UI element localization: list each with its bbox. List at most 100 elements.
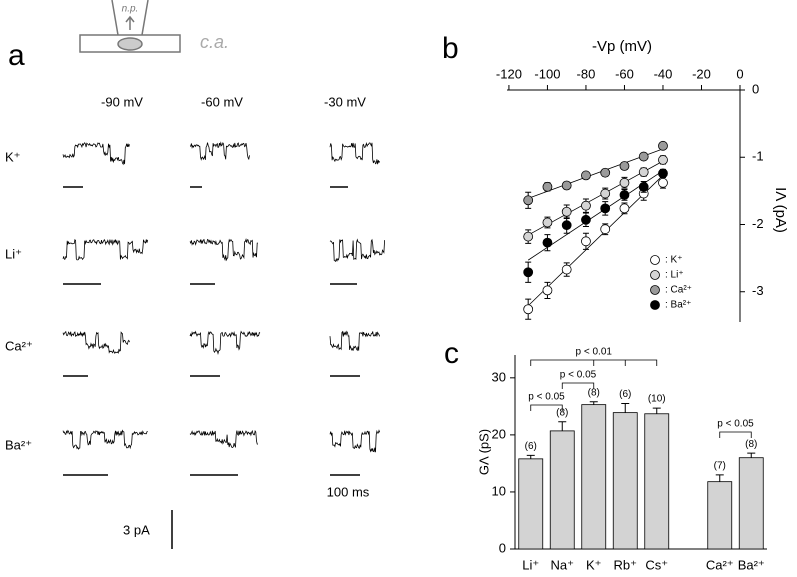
bar: [644, 413, 670, 550]
n-label: (8): [588, 387, 600, 398]
bar: [707, 481, 733, 550]
current-trace: [189, 429, 259, 448]
y-tick-label: -1: [752, 149, 764, 164]
bar: [518, 458, 544, 550]
error-bar: [558, 421, 567, 431]
current-trace: [329, 238, 385, 263]
bar: [738, 457, 764, 550]
data-point: [600, 224, 611, 235]
current-trace: [62, 238, 149, 261]
data-point: [542, 285, 553, 296]
panel-label: b: [442, 32, 459, 65]
data-point: [658, 140, 668, 151]
x-tick-label: 0: [736, 66, 743, 81]
data-point: [619, 190, 630, 200]
pipette: [111, 0, 149, 36]
ion-label: Ca²⁺: [5, 338, 33, 353]
legend-label: : Ba²⁺: [665, 300, 691, 311]
significance-bracket: [719, 431, 752, 438]
panel-label: c: [444, 337, 459, 370]
data-point: [561, 220, 572, 231]
ion-label: Ba²⁺: [5, 437, 32, 452]
significance-label: p < 0.05: [560, 370, 597, 381]
data-point: [523, 195, 534, 206]
x-tick-label: Cs⁺: [645, 557, 668, 572]
data-point: [658, 155, 668, 165]
bar: [549, 430, 575, 550]
significance-bracket: [561, 382, 595, 389]
y-tick-label: -3: [752, 283, 764, 298]
legend-marker: [650, 285, 660, 295]
error-bar: [747, 452, 756, 458]
legend-label: : Ca²⁺: [665, 285, 692, 296]
significance-label: p < 0.01: [576, 347, 613, 358]
config-label: c.a.: [200, 32, 229, 52]
n-label: (8): [745, 439, 757, 450]
current-trace: [189, 330, 261, 355]
y-tick-label: 30: [492, 369, 506, 384]
significance-label: p < 0.05: [717, 419, 754, 430]
current-trace: [189, 141, 250, 161]
data-point: [523, 231, 534, 242]
data-point: [523, 267, 534, 278]
x-tick-label: -60: [615, 66, 634, 81]
current-trace: [329, 141, 381, 165]
data-point: [638, 181, 649, 192]
current-trace: [62, 142, 130, 166]
n-label: (6): [525, 441, 537, 452]
x-tick-label: Li⁺: [522, 557, 539, 572]
data-point: [600, 167, 611, 178]
y-tick-label: -2: [752, 216, 764, 231]
data-point: [581, 200, 591, 211]
data-point: [581, 236, 591, 247]
x-tick-label: Rb⁺: [614, 557, 637, 572]
legend-marker: [650, 270, 660, 280]
data-point: [542, 237, 553, 248]
x-tick-label: -80: [577, 66, 596, 81]
data-point: [542, 217, 553, 228]
pipette-icon: [79, 0, 181, 53]
significance-bracket: [530, 359, 658, 366]
data-point: [542, 181, 553, 192]
bar: [581, 404, 607, 550]
error-bar: [652, 407, 661, 414]
x-tick-label: Na⁺: [551, 557, 574, 572]
data-point: [561, 206, 572, 217]
pipette-label: n.p.: [122, 4, 139, 15]
current-trace: [62, 429, 148, 450]
current-trace: [329, 429, 381, 453]
x-tick-label: -120: [496, 66, 522, 81]
nucleus: [117, 37, 143, 51]
x-tick-label: Ca²⁺: [706, 557, 734, 572]
legend-label: : K⁺: [665, 255, 683, 266]
y-axis-title: GΛ (pS): [476, 429, 491, 475]
data-point: [600, 188, 611, 199]
significance-label: p < 0.05: [528, 392, 565, 403]
legend-marker: [650, 255, 660, 265]
error-bar: [621, 403, 630, 413]
n-label: (7): [714, 460, 726, 471]
y-tick-label: 0: [499, 540, 506, 555]
data-point: [581, 214, 591, 225]
y-axis-title: IΛ (pA): [772, 187, 789, 233]
current-trace: [62, 330, 130, 354]
x-tick-label: -100: [534, 66, 560, 81]
x-axis-title: -Vp (mV): [592, 38, 652, 55]
error-bar: [589, 401, 598, 405]
x-tick-label: K⁺: [586, 557, 602, 572]
n-label: (10): [648, 394, 666, 405]
data-point: [638, 151, 649, 162]
data-point: [619, 177, 630, 188]
arrow: [125, 15, 135, 30]
data-point: [658, 177, 668, 188]
significance-bracket: [530, 404, 563, 411]
legend-label: : Li⁺: [665, 270, 684, 281]
bar: [612, 412, 638, 550]
data-point: [561, 264, 572, 275]
data-point: [581, 170, 591, 181]
n-label: (8): [556, 407, 568, 418]
ion-label: Li⁺: [5, 246, 22, 261]
current-trace: [329, 330, 381, 352]
x-tick-label: Ba²⁺: [738, 557, 765, 572]
y-tick-label: 0: [752, 81, 759, 96]
